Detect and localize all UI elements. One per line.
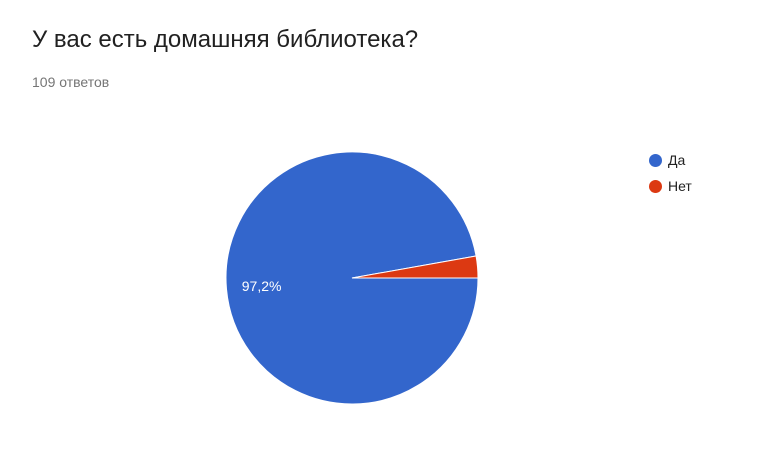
response-count: 109 ответов [32,74,110,90]
legend-label-yes: Да [668,152,686,168]
legend-dot-no [649,179,662,193]
data-label: 97,2% [242,278,282,294]
pie-slice-no[interactable] [351,255,479,279]
legend-dot-yes [649,153,662,167]
legend-label-no: Нет [668,178,692,194]
legend-item-yes[interactable]: Да [649,152,685,168]
legend-item-no[interactable]: Нет [649,178,692,194]
question-title: У вас есть домашняя библиотека? [32,26,419,53]
